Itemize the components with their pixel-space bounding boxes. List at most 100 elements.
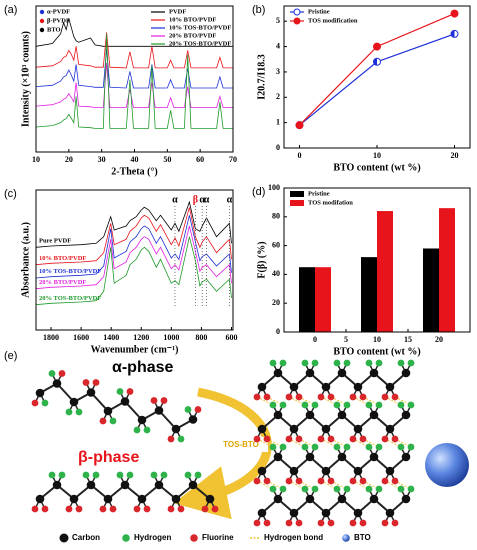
atom [321, 466, 331, 476]
atom [48, 471, 56, 479]
legend-label: BTO [354, 533, 371, 542]
chain [253, 485, 415, 527]
atom [375, 359, 383, 367]
legend-symbol [39, 27, 45, 33]
point-half [451, 30, 455, 38]
atom [126, 388, 134, 395]
panel-label: (b) [252, 4, 265, 16]
atom [321, 424, 331, 434]
bar [361, 257, 377, 332]
panel-label: (a) [4, 4, 17, 16]
atom [120, 397, 130, 406]
atom [305, 452, 315, 462]
plot-frame [283, 5, 471, 149]
x-tick-label: 70 [229, 155, 237, 164]
line-series [35, 33, 233, 129]
atom [253, 435, 261, 443]
atom [401, 494, 411, 504]
atom [201, 505, 209, 513]
legend-label: Hydrogen [134, 533, 171, 542]
atom [273, 410, 283, 420]
atom [391, 393, 399, 401]
atom [343, 401, 351, 409]
legend-label: Hydrogen bond [264, 533, 323, 542]
atom [385, 466, 395, 476]
atom [167, 435, 175, 443]
atom [269, 359, 277, 367]
legend-label: Carbon [72, 533, 100, 542]
line-series [35, 18, 233, 47]
bar [439, 208, 455, 332]
atom [375, 443, 383, 451]
atom [35, 388, 45, 398]
atom [349, 519, 357, 527]
series-label: 20% BTO/PVDF [39, 279, 86, 286]
atom [407, 443, 415, 451]
atom [333, 401, 341, 409]
atom [116, 471, 124, 479]
legend-atom [122, 534, 130, 542]
legend-label: β-PVDF [47, 17, 70, 24]
line-series [35, 32, 233, 69]
atom [188, 415, 198, 424]
atom [150, 471, 158, 479]
atom [263, 519, 271, 527]
bar [377, 211, 393, 332]
atom [31, 399, 39, 407]
atom [109, 505, 117, 513]
atom [285, 435, 293, 443]
x-tick-label: 1000 [163, 333, 179, 342]
x-axis-label: BTO content (wt %) [333, 162, 420, 173]
atom [365, 443, 373, 451]
atom [301, 443, 309, 451]
atom [211, 505, 219, 513]
atom [69, 397, 79, 407]
atom [92, 379, 100, 386]
atom [311, 359, 319, 367]
atom [353, 424, 363, 434]
y-tick-label: 40 [272, 269, 280, 278]
annotation: α [227, 194, 233, 205]
legend-label: Pristine [308, 8, 330, 15]
atom [391, 435, 399, 443]
x-tick-label: 50 [163, 155, 171, 164]
x-tick-label: 5 [344, 335, 348, 344]
atom [349, 477, 357, 485]
atom [279, 401, 287, 409]
atom [126, 471, 134, 479]
atom [273, 452, 283, 462]
atom [349, 435, 357, 443]
beta-phase-label: β-phase [78, 449, 139, 466]
atom [99, 505, 107, 513]
atom [365, 401, 373, 409]
atom [31, 505, 39, 513]
atom [253, 393, 261, 401]
atom [273, 368, 283, 378]
atom [86, 388, 96, 397]
atom [337, 452, 347, 462]
legend-symbol [39, 18, 45, 24]
y-tick-label: 4 [276, 41, 280, 50]
atom [279, 443, 287, 451]
atom [103, 406, 113, 416]
atom [253, 519, 261, 527]
y-tick-label: 0 [276, 143, 280, 152]
atom [154, 480, 164, 490]
legend-label: α-PVDF [47, 8, 70, 15]
y-axis-label: I20.7/I18.3 [256, 54, 267, 100]
atom [353, 382, 363, 392]
atom [263, 435, 271, 443]
atom [257, 508, 267, 518]
atom [257, 382, 267, 392]
line-series [35, 225, 232, 290]
atom [381, 435, 389, 443]
x-tick-label: 10 [373, 151, 381, 160]
panel-label: (e) [4, 350, 17, 362]
x-tick-label: 20 [451, 151, 459, 160]
plot-frame [283, 187, 471, 333]
atom [75, 505, 83, 513]
legend-marker [293, 17, 301, 25]
point [373, 42, 381, 51]
atom [253, 477, 261, 485]
